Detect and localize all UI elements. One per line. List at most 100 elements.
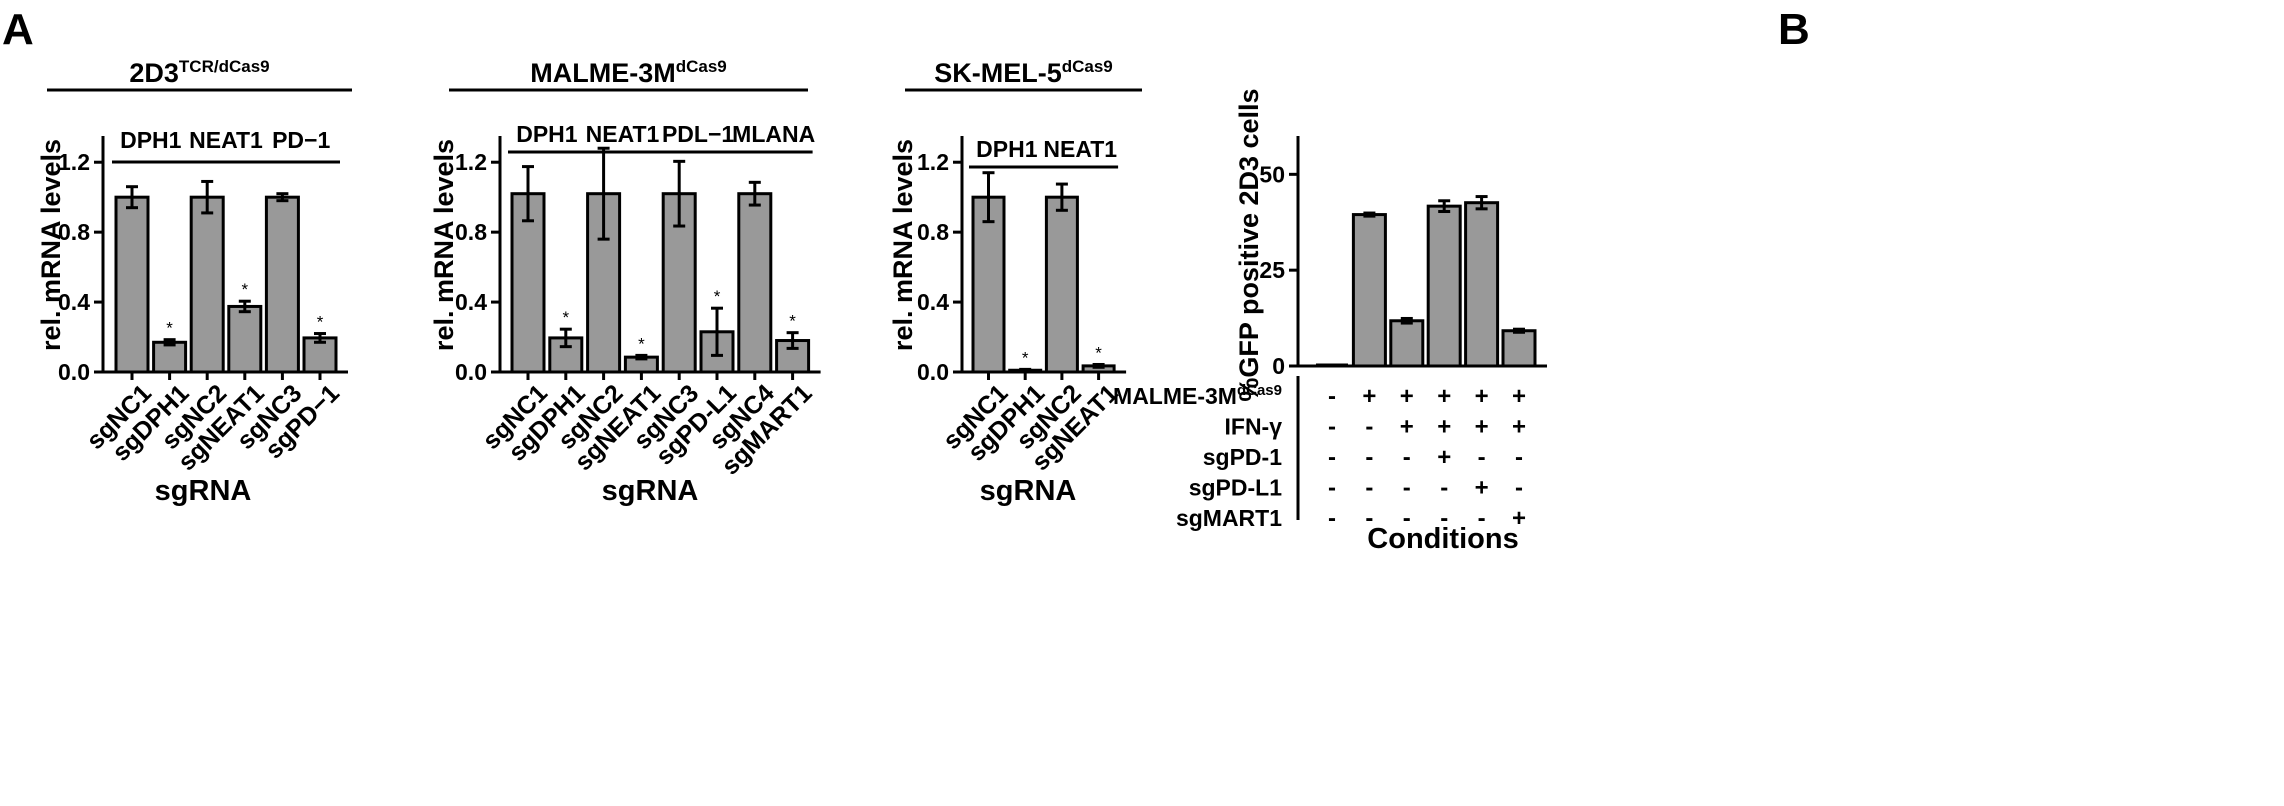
panel-label-b: B <box>1778 5 1810 54</box>
c0-xlabel: sgRNA <box>155 475 252 507</box>
c0-ytick-label-0: 0.0 <box>58 359 90 385</box>
c2-errorbar-1 <box>1019 367 1032 373</box>
c0-sig-1: * <box>166 319 173 338</box>
c3-cond-mark-0-3: + <box>1437 383 1451 410</box>
c3-cond-mark-4-4: - <box>1478 505 1486 532</box>
c2-ylabel: rel. mRNA levels <box>888 139 918 351</box>
c3-cond-mark-2-1: - <box>1365 444 1373 471</box>
c3-xlabel: Conditions <box>1367 523 1518 555</box>
c1-group-label-1: NEAT1 <box>586 121 660 147</box>
c3-cond-mark-3-3: - <box>1440 475 1448 502</box>
c2-sig-1: * <box>1022 348 1029 367</box>
c1-sig-5: * <box>714 287 721 306</box>
c3-bar-3 <box>1426 204 1462 368</box>
c3-ytick-label-0: 0 <box>1272 353 1285 379</box>
c3-bar-5 <box>1501 329 1537 368</box>
c3-cond-mark-4-1: - <box>1365 505 1373 532</box>
c3-cond-mark-1-3: + <box>1437 414 1451 441</box>
c0-bar-4 <box>264 195 300 374</box>
c2-xlabel: sgRNA <box>980 475 1077 507</box>
c0-bar-3 <box>227 304 263 374</box>
c2-bar-2 <box>1044 195 1079 374</box>
c0-errorbar-5 <box>314 332 326 344</box>
c3-cond-label-text-0: MALME-3M <box>1113 383 1237 409</box>
c0-title-sup: TCR/dCas9 <box>179 57 270 76</box>
c0-ytick-label-3: 1.2 <box>58 149 90 175</box>
c0-errorbar-4 <box>276 192 289 203</box>
c0-sig-3: * <box>241 280 248 299</box>
c0-title: 2D3TCR/dCas9 <box>129 57 269 88</box>
c1-ylabel: rel. mRNA levels <box>429 139 459 351</box>
c0-bar-1 <box>152 340 188 374</box>
c3-cond-mark-2-5: - <box>1515 444 1523 471</box>
c3-cond-mark-2-4: - <box>1478 444 1486 471</box>
c2-title-sup: dCas9 <box>1062 57 1113 76</box>
c1-ytick-label-3: 1.2 <box>455 149 487 175</box>
c3-cond-label-sup-0: dCas9 <box>1237 382 1282 399</box>
c3-cond-label-1: IFN-γ <box>1225 414 1283 440</box>
c3-cond-label-text-3: sgPD-L1 <box>1189 475 1283 501</box>
c3-cond-mark-4-0: - <box>1328 505 1336 532</box>
c3-cond-mark-1-0: - <box>1328 414 1336 441</box>
c3-errorbar-2 <box>1400 316 1413 325</box>
c3-ylabel: %GFP positive 2D3 cells <box>1234 88 1264 401</box>
c2-ytick-label-3: 1.2 <box>917 149 949 175</box>
c0-bar-2 <box>189 195 225 374</box>
c1-errorbar-4 <box>673 159 686 228</box>
c3-cond-mark-1-5: + <box>1512 414 1526 441</box>
c1-group-label-2: PDL−1 <box>662 121 734 147</box>
c3-cond-label-text-1: IFN-γ <box>1225 414 1283 440</box>
c0-ytick-label-2: 0.8 <box>58 219 90 245</box>
c1-errorbar-1 <box>559 327 572 349</box>
c3-cond-mark-1-4: + <box>1475 414 1489 441</box>
c3-cond-label-4: sgMART1 <box>1176 505 1282 531</box>
c3-ytick-label-2: 50 <box>1259 161 1285 187</box>
c1-errorbar-2 <box>597 146 610 241</box>
c0-ytick-label-1: 0.4 <box>58 289 90 315</box>
c0-errorbar-0 <box>126 185 138 210</box>
c2-ytick-label-2: 0.8 <box>917 219 949 245</box>
c1-ytick-label-1: 0.4 <box>455 289 487 315</box>
c3-cond-mark-2-2: - <box>1403 444 1411 471</box>
c1-sig-3: * <box>638 334 645 353</box>
c3-cond-mark-1-2: + <box>1400 414 1414 441</box>
c1-errorbar-7 <box>786 331 799 350</box>
c3-cond-mark-0-4: + <box>1475 383 1489 410</box>
c3-errorbar-4 <box>1475 195 1488 211</box>
c3-errorbar-5 <box>1513 327 1525 334</box>
c3-cond-mark-4-5: + <box>1512 505 1526 532</box>
c2-sig-3: * <box>1095 343 1102 362</box>
c2-title: SK-MEL-5dCas9 <box>934 57 1113 88</box>
c2-ytick-label-0: 0.0 <box>917 359 949 385</box>
c3-bar-4 <box>1464 201 1500 368</box>
c3-bar-1 <box>1351 213 1387 368</box>
c0-bar-0 <box>114 195 150 374</box>
c1-errorbar-3 <box>635 353 648 361</box>
c3-cond-label-2: sgPD-1 <box>1203 444 1282 470</box>
c3-cond-label-text-4: sgMART1 <box>1176 505 1282 531</box>
c3-ytick-label-1: 25 <box>1259 257 1285 283</box>
c3-cond-mark-3-0: - <box>1328 475 1336 502</box>
c3-cond-mark-0-5: + <box>1512 383 1526 410</box>
c2-errorbar-2 <box>1055 182 1068 212</box>
c1-bar-6 <box>737 192 773 374</box>
c3-cond-mark-2-0: - <box>1328 444 1336 471</box>
c1-title: MALME-3MdCas9 <box>530 57 727 88</box>
c3-errorbar-1 <box>1363 211 1376 218</box>
c1-errorbar-5 <box>711 306 723 357</box>
c1-sig-1: * <box>562 308 569 327</box>
c1-errorbar-0 <box>522 165 534 223</box>
c2-group-label-1: NEAT1 <box>1043 136 1117 162</box>
c1-title-main: MALME-3M <box>530 58 675 88</box>
c0-group-label-2: PD−1 <box>272 127 330 153</box>
c2-title-main: SK-MEL-5 <box>934 58 1062 88</box>
c2-group-label-0: DPH1 <box>976 136 1038 162</box>
c3-cond-mark-0-0: - <box>1328 383 1336 410</box>
c0-ylabel: rel. mRNA levels <box>36 139 66 351</box>
c0-errorbar-3 <box>238 299 251 314</box>
c0-title-main: 2D3 <box>129 58 179 88</box>
c0-group-label-0: DPH1 <box>120 127 182 153</box>
c1-ytick-label-0: 0.0 <box>455 359 487 385</box>
c1-sig-7: * <box>789 312 796 331</box>
c0-sig-5: * <box>317 313 324 332</box>
